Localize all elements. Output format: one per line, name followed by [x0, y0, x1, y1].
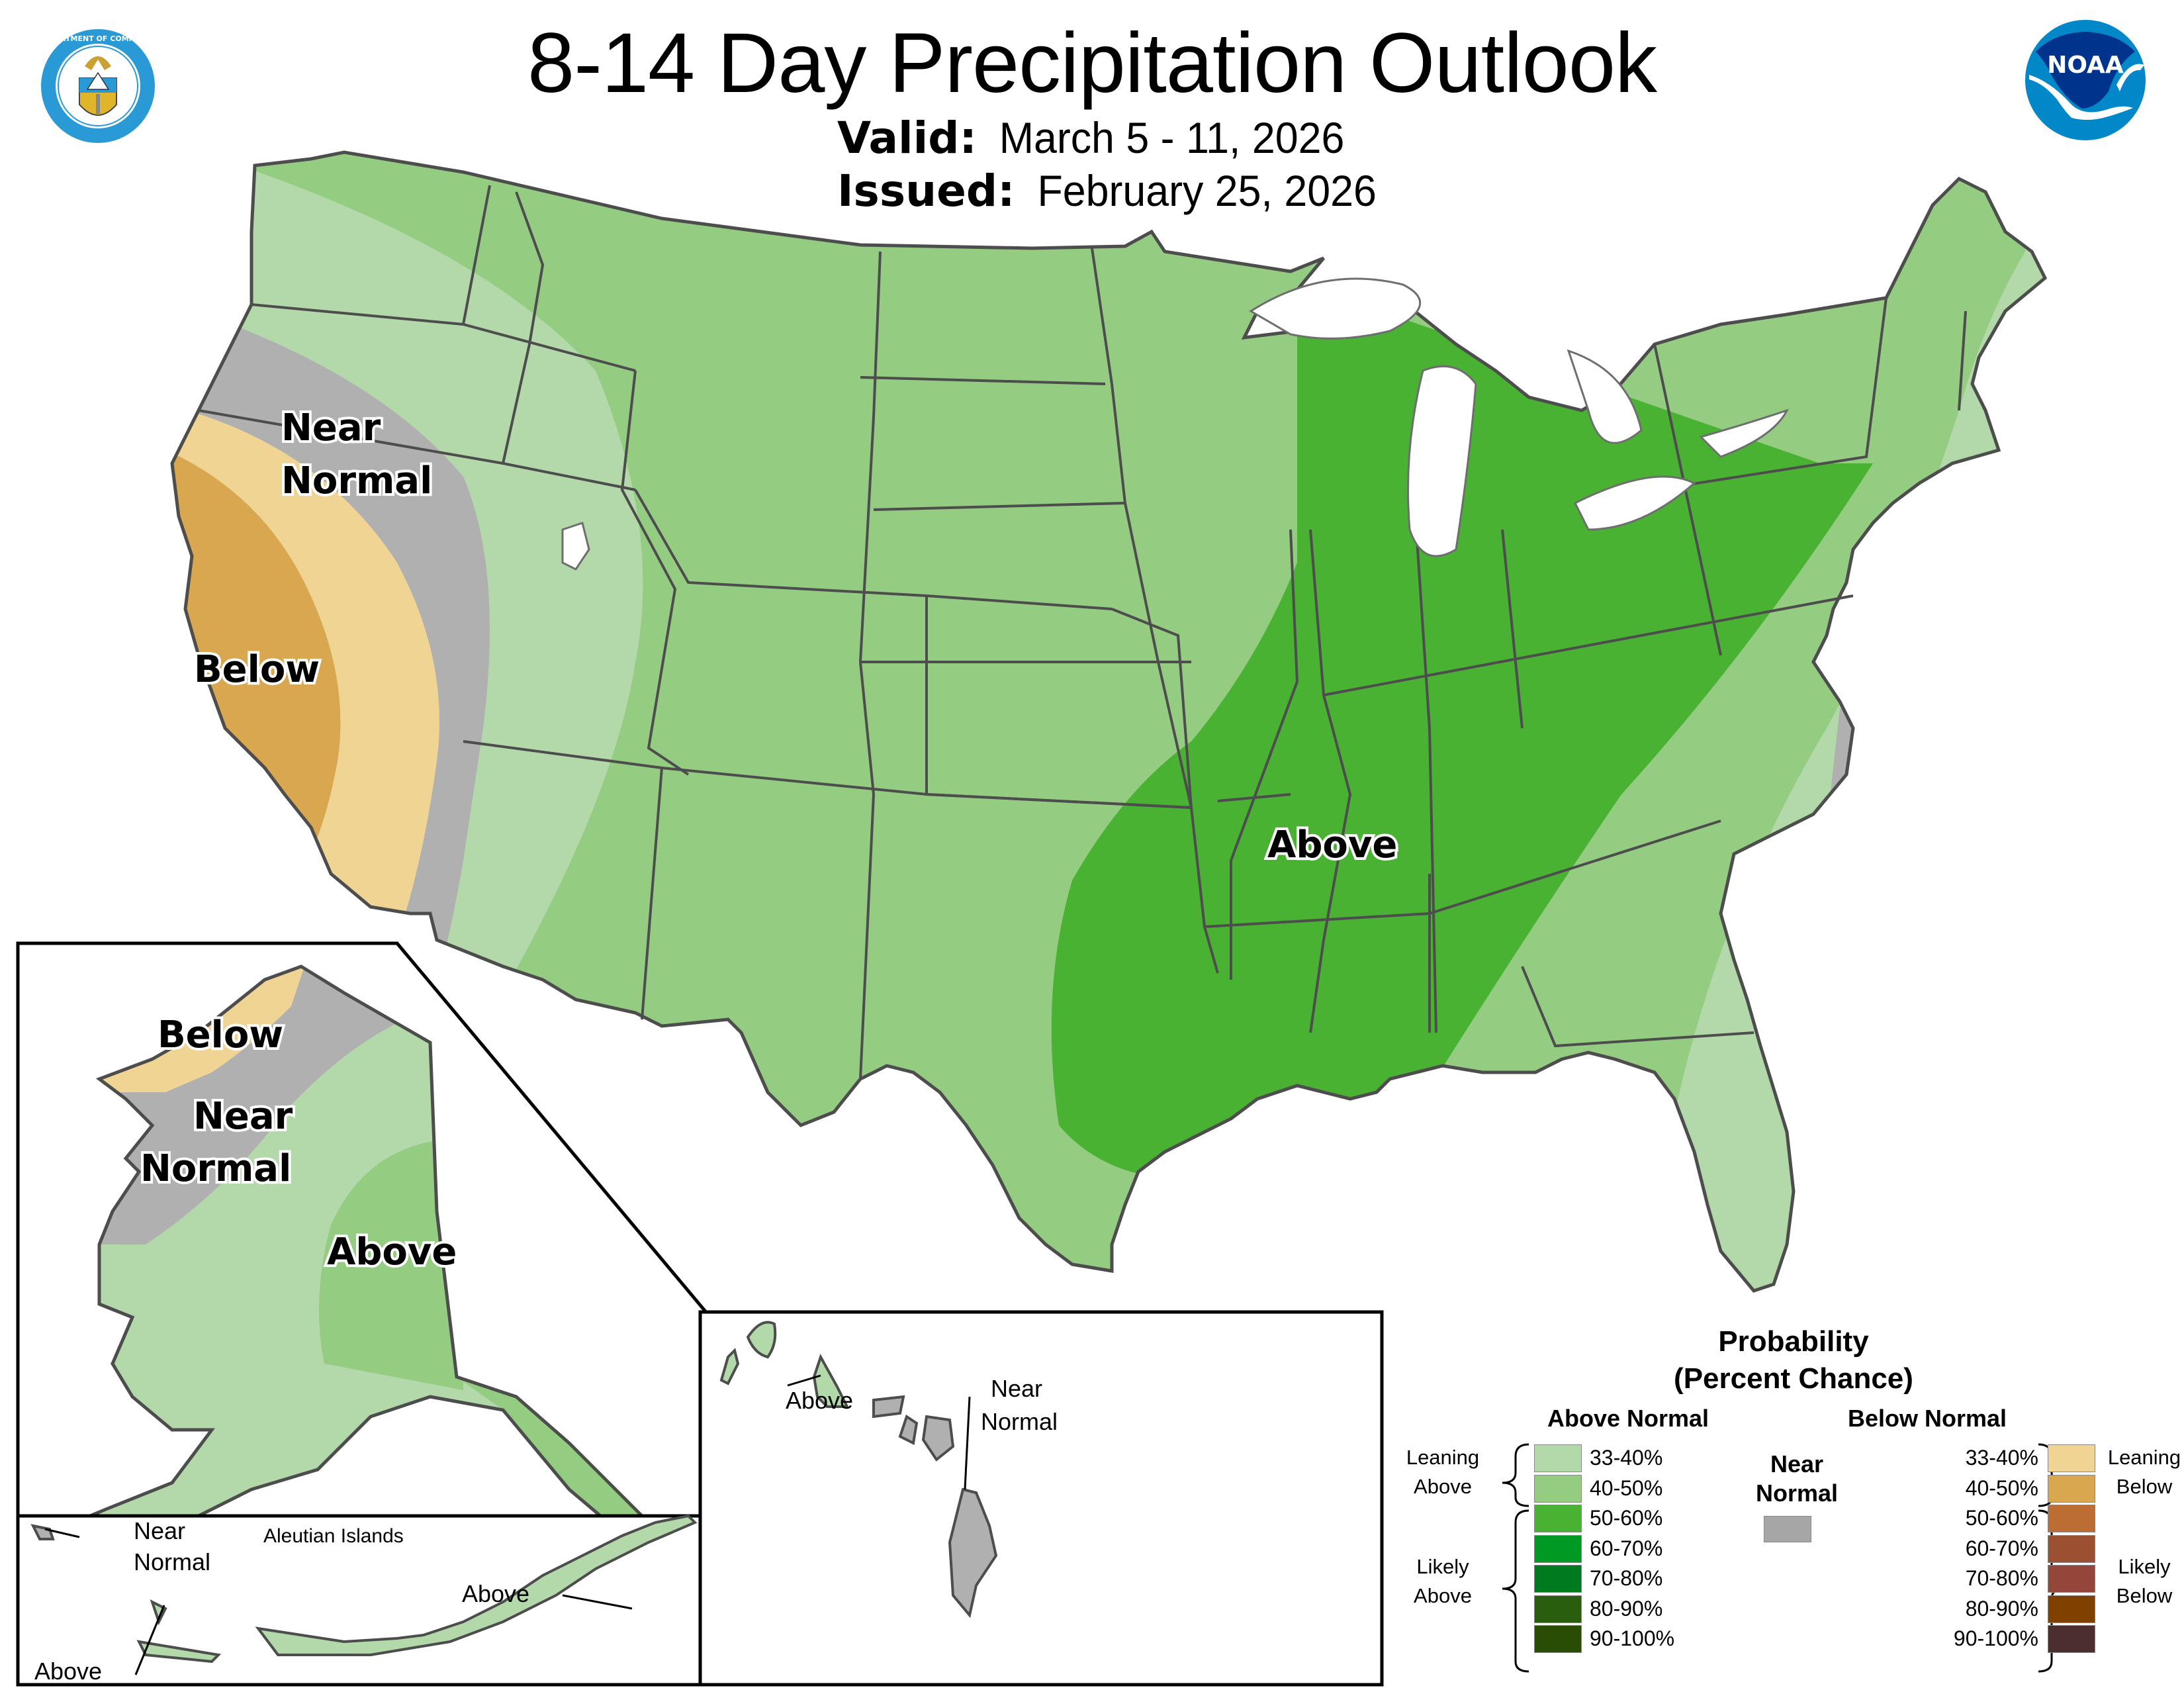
valid-value: March 5 - 11, 2026 [999, 113, 1345, 162]
near-normal-swatch [1764, 1516, 1811, 1542]
below-swatch-6 [2048, 1595, 2095, 1623]
below-swatch-5 [2048, 1565, 2095, 1593]
above-range-label: 70-80% [1590, 1566, 1663, 1590]
map-title: 8-14 Day Precipitation Outlook [527, 16, 1657, 111]
below-range-label: 33-40% [1965, 1446, 2038, 1470]
conus-above-label: Above [1267, 823, 1397, 867]
below-swatch-4 [2048, 1534, 2095, 1563]
noaa-logo-icon: NOAA [2024, 19, 2147, 145]
above-range-label: 60-70% [1590, 1536, 1663, 1560]
issued-date-line: Issued: February 25, 2026 [837, 165, 1385, 216]
below-range-label: 50-60% [1965, 1506, 2038, 1530]
likely-below-label: Likely Below [2116, 1555, 2173, 1607]
seal-ring-top: DEPARTMENT OF COMMERCE [39, 34, 157, 43]
legend-title-line1: Probability [1718, 1325, 1869, 1358]
above-range-label: 40-50% [1590, 1476, 1663, 1500]
above-range-label: 80-90% [1590, 1596, 1663, 1620]
conus-below-label: Below [194, 648, 320, 691]
issued-value: February 25, 2026 [1036, 166, 1377, 215]
above-swatch-1 [1534, 1444, 1582, 1472]
commerce-seal-icon: DEPARTMENT OF COMMERCE [38, 26, 158, 149]
below-range-label: 90-100% [1953, 1626, 2038, 1650]
conus-near-normal-label-2: Normal [281, 459, 432, 502]
below-swatch-7 [2048, 1625, 2095, 1653]
probability-legend: Probability (Percent Chance) Above Norma… [1403, 1317, 2184, 1688]
alaska-near-normal-label-1: Near [193, 1095, 293, 1138]
above-swatch-7 [1534, 1625, 1582, 1653]
aleutian-above-east-label: Above [462, 1580, 529, 1607]
leaning-below-label: Leaning Below [2107, 1446, 2181, 1498]
legend-title-line2: (Percent Chance) [1674, 1362, 1913, 1395]
alaska-below-label: Below [158, 1013, 283, 1056]
above-swatch-4 [1534, 1534, 1582, 1563]
below-normal-header: Below Normal [1848, 1405, 2007, 1432]
issued-label: Issued: [837, 165, 1015, 216]
above-swatch-6 [1534, 1595, 1582, 1623]
hawaii-near-normal-label-2: Normal [981, 1408, 1058, 1435]
below-range-label: 60-70% [1965, 1536, 2038, 1560]
above-swatch-5 [1534, 1565, 1582, 1593]
below-swatch-1 [2048, 1444, 2095, 1472]
below-range-label: 70-80% [1965, 1566, 2038, 1590]
leaning-above-label: Leaning Above [1406, 1446, 1480, 1498]
aleutian-near-normal-label-2: Normal [134, 1548, 210, 1575]
below-swatch-3 [2048, 1505, 2095, 1532]
above-normal-header: Above Normal [1547, 1405, 1709, 1432]
aleutian-near-normal-label-1: Near [134, 1517, 185, 1544]
above-range-label: 90-100% [1590, 1626, 1675, 1650]
below-swatch-2 [2048, 1474, 2095, 1503]
near-normal-legend-label: Near Normal [1755, 1450, 1839, 1507]
valid-label: Valid: [837, 113, 977, 164]
above-swatch-3 [1534, 1505, 1582, 1532]
above-range-label: 33-40% [1590, 1446, 1663, 1470]
noaa-logo-text: NOAA [2047, 52, 2124, 79]
valid-date-line: Valid: March 5 - 11, 2026 [837, 113, 1353, 164]
below-range-label: 80-90% [1965, 1596, 2038, 1620]
above-range-label: 50-60% [1590, 1506, 1663, 1530]
below-range-label: 40-50% [1965, 1476, 2038, 1500]
above-swatch-2 [1534, 1474, 1582, 1503]
conus-near-normal-label-1: Near [281, 406, 381, 449]
hawaii-above-label: Above [786, 1387, 853, 1414]
alaska-near-normal-label-2: Normal [140, 1147, 291, 1190]
aleutian-above-west-label: Above [34, 1658, 102, 1685]
hawaii-near-normal-label-1: Near [991, 1375, 1042, 1402]
likely-above-label: Likely Above [1414, 1555, 1472, 1607]
aleutian-islands-title: Aleutian Islands [263, 1525, 404, 1547]
alaska-above-label: Above [327, 1231, 457, 1274]
